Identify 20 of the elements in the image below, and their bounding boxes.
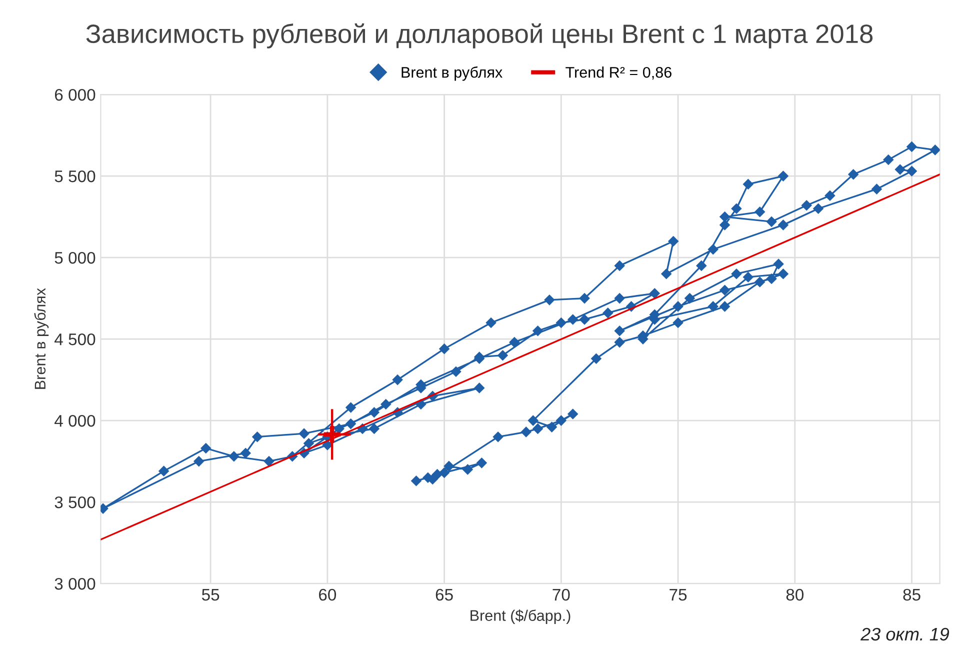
x-tick-label: 70	[552, 588, 570, 601]
y-tick-label: 4 000	[54, 414, 96, 427]
legend-label: Trend R² = 0,86	[566, 66, 672, 80]
chart-title: Зависимость рублевой и долларовой цены Brent с 1 марта 2018	[86, 23, 873, 48]
y-tick-label: 6 000	[54, 88, 96, 101]
x-tick-label: 65	[436, 588, 453, 601]
x-tick-label: 85	[903, 588, 920, 601]
text: 23 окт. 19	[860, 628, 950, 641]
y-tick-label: 3 000	[54, 578, 96, 590]
y-tick-label: 3 500	[54, 496, 96, 508]
x-tick-label: 80	[786, 588, 804, 601]
y-tick-label: 4 500	[54, 333, 96, 346]
y-axis-title: Brent в рублях	[34, 288, 49, 389]
y-tick-label: 5 000	[54, 252, 96, 264]
y-tick-label: 5 500	[54, 170, 96, 182]
x-tick-label: 75	[670, 589, 687, 601]
x-axis-title: Brent ($/барр.)	[470, 609, 570, 624]
legend-label: Brent в рублях	[402, 66, 502, 81]
x-tick-label: 60	[319, 588, 336, 601]
x-tick-label: 55	[202, 589, 220, 601]
